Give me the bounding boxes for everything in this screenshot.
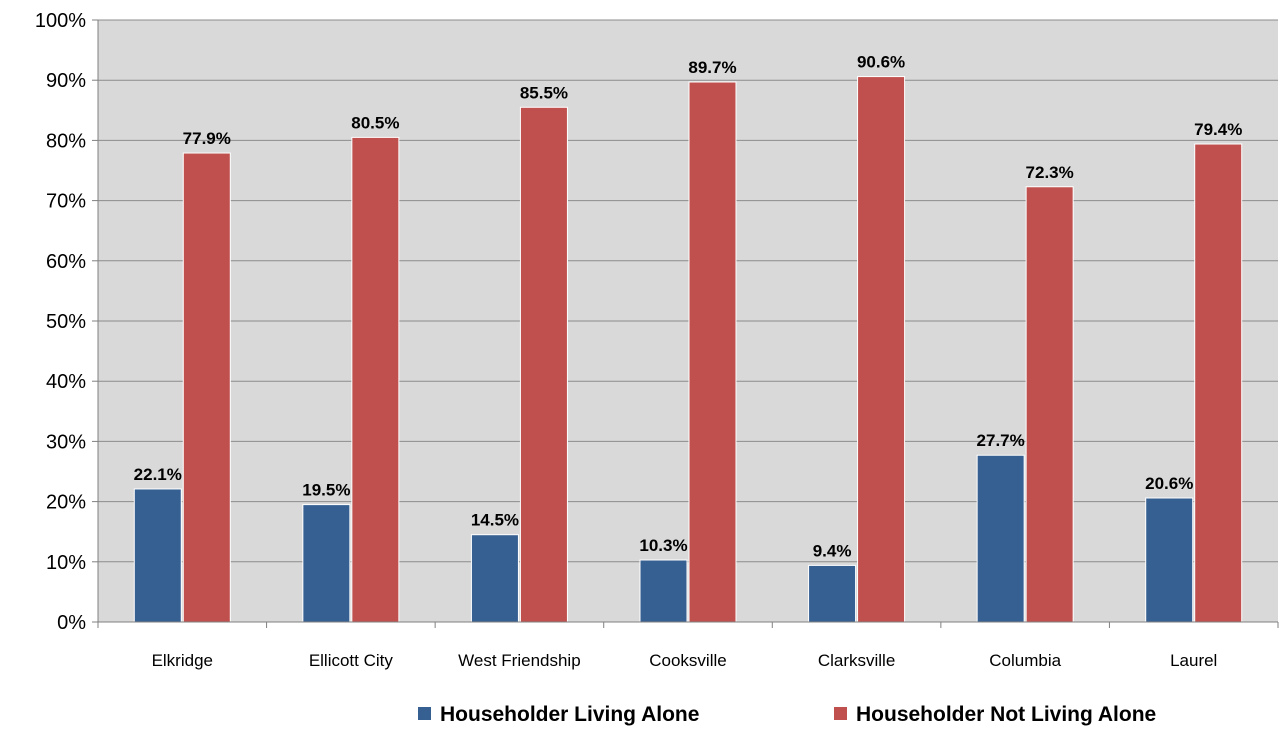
y-tick-label: 30% <box>46 431 86 453</box>
legend-label: Householder Not Living Alone <box>856 703 1156 726</box>
bar-living-alone <box>470 534 519 623</box>
gridlines <box>98 19 1278 563</box>
bar-living-alone <box>133 488 182 623</box>
data-label: 79.4% <box>1194 120 1242 139</box>
y-tick-label: 40% <box>46 371 86 393</box>
legend-swatch <box>834 707 847 720</box>
bar-not-living-alone <box>688 81 737 623</box>
x-category-label: Elkridge <box>152 651 213 670</box>
y-tick-label: 100% <box>35 10 86 32</box>
legend-label: Householder Living Alone <box>440 703 699 726</box>
legend: Householder Living Alone Householder Not … <box>418 703 1156 726</box>
data-label: 72.3% <box>1026 163 1074 182</box>
bar-living-alone <box>1145 497 1194 623</box>
x-category-label: Clarksville <box>818 651 895 670</box>
data-label: 10.3% <box>639 536 687 555</box>
bar-living-alone <box>808 564 857 623</box>
legend-swatch <box>418 707 431 720</box>
x-category-label: Ellicott City <box>309 651 394 670</box>
bar-not-living-alone <box>1025 186 1074 623</box>
bar-not-living-alone <box>519 106 568 623</box>
y-tick-label: 90% <box>46 70 86 92</box>
data-label: 19.5% <box>302 481 350 500</box>
y-tick-label: 80% <box>46 130 86 152</box>
data-label: 90.6% <box>857 53 905 72</box>
y-tick-label: 20% <box>46 492 86 514</box>
x-category-label: Columbia <box>989 651 1061 670</box>
bars <box>133 76 1243 623</box>
bar-living-alone <box>976 454 1025 623</box>
bar-not-living-alone <box>182 152 231 623</box>
x-category-label: West Friendship <box>458 651 581 670</box>
data-label: 77.9% <box>183 129 231 148</box>
labels: 0% 10% 20% 30% 40% 50% 60% 70% 80% 90% 100% Elkridg… <box>35 10 1242 670</box>
data-label: 9.4% <box>813 541 852 560</box>
data-label: 14.5% <box>471 511 519 530</box>
y-tick-label: 0% <box>57 612 86 634</box>
data-label: 89.7% <box>688 58 736 77</box>
bar-not-living-alone <box>351 136 400 623</box>
y-tick-label: 10% <box>46 552 86 574</box>
bar-living-alone <box>639 559 688 623</box>
y-tick-label: 60% <box>46 251 86 273</box>
axes <box>92 19 1279 628</box>
bar-not-living-alone <box>857 76 906 623</box>
data-label: 85.5% <box>520 83 568 102</box>
bar-not-living-alone <box>1194 143 1243 623</box>
y-tick-label: 70% <box>46 191 86 213</box>
data-label: 20.6% <box>1145 474 1193 493</box>
y-tick-label: 50% <box>46 311 86 333</box>
data-label: 80.5% <box>351 113 399 132</box>
x-category-label: Laurel <box>1170 651 1217 670</box>
data-label: 27.7% <box>977 431 1025 450</box>
x-category-label: Cooksville <box>649 651 726 670</box>
bar-living-alone <box>302 504 351 623</box>
data-label: 22.1% <box>134 465 182 484</box>
